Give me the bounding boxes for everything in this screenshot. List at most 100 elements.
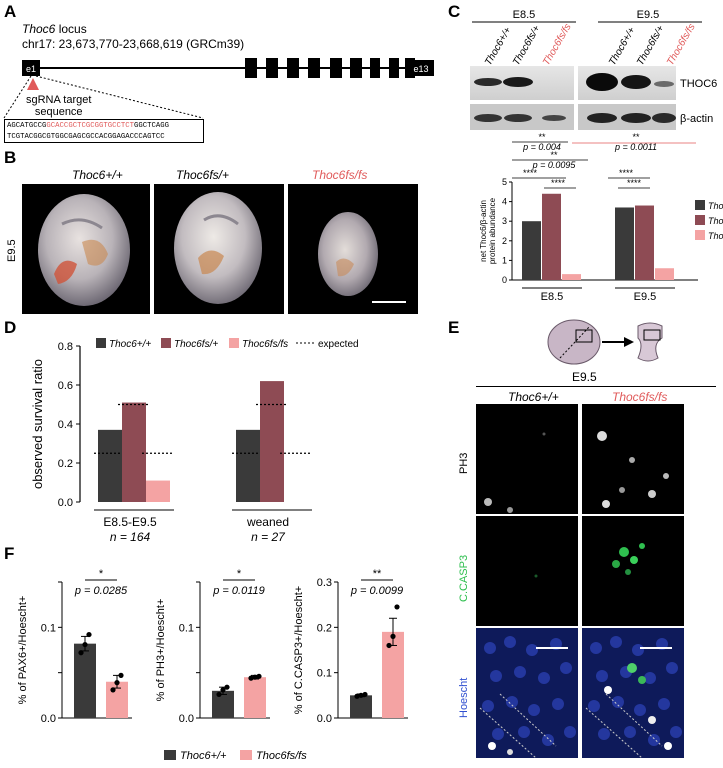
embryo-image-hom [288, 184, 418, 314]
f-data-point [78, 650, 84, 656]
f-legend-wt: Thoc6+/+ [180, 750, 227, 762]
d-y-axis-label: observed survival ratio [30, 359, 45, 489]
exon-boxes-middle [245, 58, 415, 78]
locus-suffix: locus [55, 22, 87, 36]
e-casp3-hom [582, 516, 684, 626]
seq-top: AGCATGCCGGCACCGCTCGCGGTGCCTCTGGCTCAGG [7, 122, 170, 130]
b-geno-3: Thoc6fs/fs [312, 168, 368, 182]
f-legend: Thoc6+/+ Thoc6fs/fs [164, 750, 307, 762]
panel-c-label: C [448, 2, 461, 21]
d-bar [98, 429, 122, 502]
d-bar [260, 381, 284, 502]
c-stage-2: E9.5 [637, 9, 660, 21]
c-y-tick-label: 3 [502, 216, 507, 226]
e-hoescht-hom [582, 628, 684, 758]
blot-label-thoc6: THOC6 [680, 78, 717, 90]
sgrna-label: sgRNA target sequence [26, 94, 91, 118]
d-legend-het: Thoc6fs/+ [174, 339, 218, 350]
c-bar [635, 205, 654, 280]
locus-gene: Thoc6 [22, 22, 56, 36]
f-sig-stars: ** [373, 568, 382, 580]
c-y-tick-label: 4 [502, 197, 507, 207]
chart-f: 0.0 0.1 % of PAX6+/Hoescht+ * p = 0.0285 0.0 0… [17, 568, 408, 762]
f-data-point [114, 680, 120, 686]
sequence-box: AGCATGCCGGCACCGCTCGCGGTGCCTCTGGCTCAGG TC… [4, 119, 204, 143]
c-plot-area: 0 1 2 3 4 5 E8.5 E9.5 net Thoc6/β-actinprotein a… [479, 177, 723, 303]
e-channel-casp3: C.CASP3 [458, 554, 470, 602]
d-n-1: n = 164 [110, 530, 151, 544]
c-bar [562, 274, 581, 280]
c-lane-4: Thoc6+/+ [607, 25, 638, 67]
f-y-tick-label: 0.1 [317, 668, 332, 680]
d-y-tick-label: 0.4 [58, 419, 73, 431]
d-bar [146, 480, 170, 502]
f-data-point [252, 674, 258, 680]
c-legend-swatch [695, 215, 705, 225]
d-plot-area: 0.0 0.2 0.4 0.6 0.8 observed survival ratio [30, 341, 312, 511]
f-y-axis-label: % of C.CASP3+/Hoescht+ [293, 586, 305, 714]
c-y-axis-label: net Thoc6/β-actinprotein abundance [479, 197, 497, 264]
f-sig-stars: * [237, 568, 242, 580]
e-ph3-hom [582, 404, 684, 514]
sgrna-arrow-icon [27, 78, 39, 90]
c-lane-2: Thoc6fs/+ [511, 24, 543, 68]
c-ylabel-line2: protein abundance [488, 197, 497, 264]
f-y-tick-label: 0.3 [317, 577, 332, 589]
c-legend-label: Thoc6+/+ [708, 201, 723, 211]
e-geno-2: Thoc6fs/fs [612, 390, 668, 404]
c-lane-1: Thoc6+/+ [483, 25, 514, 67]
c-sig-10: **** [627, 178, 642, 188]
d-legend-expected: expected [318, 339, 359, 350]
d-legend-hom: Thoc6fs/fs [242, 339, 288, 350]
f-bar [350, 695, 372, 718]
e-channel-hoescht: Hoescht [458, 677, 470, 718]
d-y-tick-label: 0.2 [58, 458, 73, 470]
f-bar [382, 631, 404, 718]
c-sig-3: ** [550, 150, 558, 160]
d-bar [236, 429, 260, 502]
f-data-point [394, 604, 400, 610]
d-group-1: E8.5-E9.5 [103, 515, 157, 529]
c-sig-8: p = 0.0011 [614, 142, 657, 152]
f-data-point [110, 687, 116, 693]
f-y-axis-label: % of PAX6+/Hoescht+ [17, 596, 29, 705]
c-bar [522, 221, 541, 280]
f-y-tick-label: 0.0 [41, 713, 56, 725]
blot-label-actin: β-actin [680, 113, 713, 125]
f-data-point [118, 672, 124, 678]
exon-last-label: e13 [413, 64, 428, 74]
f-y-tick-label: 0.1 [179, 622, 194, 634]
c-ylabel-line1: net Thoc6/β-actin [479, 200, 488, 262]
f-data-point [248, 675, 254, 681]
f-data-point [354, 693, 360, 699]
c-bar [615, 207, 634, 280]
c-y-tick-label: 5 [502, 177, 507, 187]
b-geno-1: Thoc6+/+ [72, 168, 123, 182]
d-group-2: weaned [246, 515, 289, 529]
f-p-value: p = 0.0099 [350, 585, 403, 597]
d-y-tick-label: 0.6 [58, 380, 73, 392]
locus-coords: chr17: 23,673,770-23,668,619 (GRCm39) [22, 37, 245, 51]
western-blot: THOC6 β-actin [470, 66, 717, 130]
c-sig-1: ** [538, 132, 546, 142]
e-schematic [547, 319, 663, 365]
exon-first-label: e1 [26, 64, 36, 74]
f-data-point [390, 633, 396, 639]
e-channel-ph3: PH3 [458, 452, 470, 474]
c-stage-1: E8.5 [513, 9, 536, 21]
d-n-2: n = 27 [251, 530, 286, 544]
c-y-tick-label: 2 [502, 236, 507, 246]
d-y-tick-label: 0.8 [58, 341, 73, 353]
f-legend-hom: Thoc6fs/fs [256, 750, 307, 762]
f-y-tick-label: 0.2 [317, 622, 332, 634]
c-sig-6: **** [551, 178, 566, 188]
d-y-tick-label: 0.0 [58, 497, 73, 509]
c-x-label: E8.5 [541, 291, 564, 303]
sgrna-label-line1: sgRNA target [26, 94, 92, 106]
c-sig-9: **** [619, 168, 634, 178]
panel-f-label: F [4, 544, 15, 563]
c-sig-2: p = 0.004 [522, 142, 561, 152]
f-y-tick-label: 0.0 [179, 713, 194, 725]
f-data-point [358, 692, 364, 698]
c-sig-4: p = 0.0095 [532, 160, 577, 170]
